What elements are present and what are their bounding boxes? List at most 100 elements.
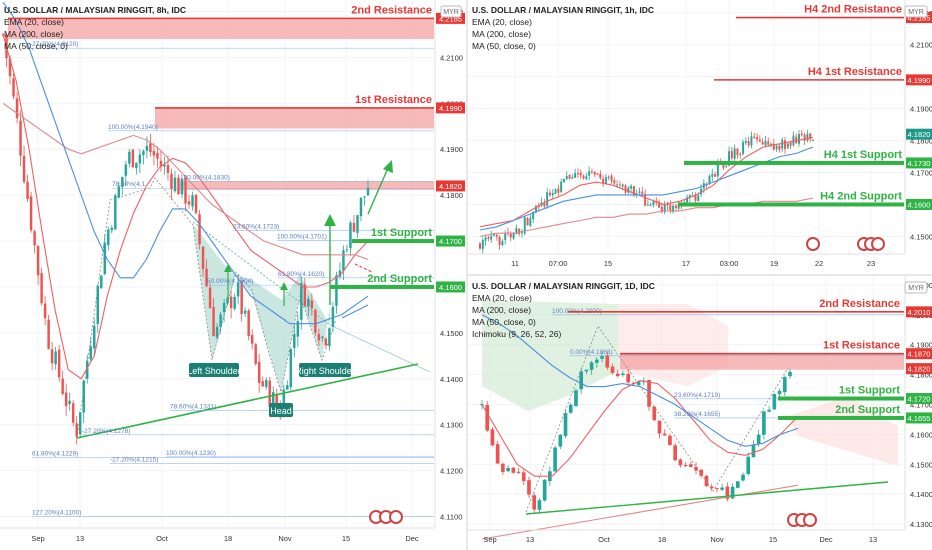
chart-panel-1d[interactable]: 100.00%(4.2000)0.00%(4.1863)23.60%(4.171… — [468, 276, 932, 550]
candle-body — [553, 447, 557, 472]
fib-label: 100.00%(4.1230) — [166, 450, 216, 457]
candle-body — [166, 164, 170, 173]
x-tick-label: 13 — [869, 535, 877, 544]
candle-body — [201, 246, 205, 269]
y-tick-label: 4.1900 — [910, 341, 932, 350]
level-label: 1st Support — [839, 385, 900, 397]
candle-body — [516, 471, 521, 473]
price-tag-text: 4.1655 — [908, 414, 931, 423]
level-label: 2nd Support — [367, 273, 432, 285]
level-label: 2nd Support — [835, 404, 900, 416]
candle-body — [229, 296, 233, 309]
candle-body — [532, 211, 535, 220]
candle-body — [50, 349, 54, 364]
candle-body — [226, 297, 229, 304]
candle-body — [205, 268, 208, 287]
chart-panel-1h[interactable]: H4 2nd Resistance H4 1st Resistance H4 1st… — [468, 0, 932, 274]
y-tick-label: 4.1400 — [440, 375, 463, 384]
candle-body — [511, 467, 516, 473]
candle-body — [159, 160, 163, 166]
candle-body — [590, 171, 593, 173]
candle-body — [68, 400, 71, 405]
x-tick-label: 03:00 — [720, 259, 739, 268]
candle-body — [15, 98, 19, 119]
level-label: H4 2nd Support — [820, 190, 902, 202]
neck-red-dash — [354, 263, 373, 273]
candle-body — [778, 145, 781, 150]
resistance-zone — [8, 18, 434, 40]
candle-body — [495, 234, 498, 237]
candle-body — [697, 195, 700, 202]
x-tick-label: 22 — [815, 259, 823, 268]
support-line — [684, 160, 904, 165]
candle-body — [585, 176, 588, 180]
candle-body — [272, 392, 275, 407]
chart-1h-svg[interactable]: H4 2nd Resistance H4 1st Resistance H4 1st… — [468, 0, 932, 274]
price-tag-text: 4.1730 — [908, 159, 931, 168]
level-label: 1st Resistance — [823, 340, 900, 352]
candle-body — [286, 385, 289, 390]
price-tag-text: 4.1990 — [908, 76, 931, 85]
candle-body — [613, 180, 616, 184]
candle-body — [501, 241, 504, 246]
candle-body — [554, 189, 557, 194]
candle-body — [756, 137, 759, 140]
candle-body — [131, 149, 135, 168]
price-tag — [906, 12, 932, 24]
x-tick-label: 17 — [682, 259, 690, 268]
candle-body — [314, 309, 317, 333]
support-line — [352, 239, 434, 244]
candle-body — [565, 176, 568, 180]
x-tick-label: Sep — [483, 535, 496, 544]
candle-body — [621, 184, 624, 187]
candle-body — [349, 222, 352, 249]
candle-body — [571, 177, 574, 179]
candle-body — [576, 173, 579, 175]
candle-body — [560, 181, 563, 192]
chart-panel-8h[interactable]: -27.20%(4.2120) 100.00%(4.1940) 100.00%(4.… — [0, 0, 466, 550]
candle-body — [688, 464, 693, 468]
candle-body — [582, 175, 585, 179]
level-label: 1st Support — [371, 227, 432, 239]
candle-body — [191, 195, 194, 207]
candle-body — [709, 486, 714, 489]
candle-body — [736, 148, 739, 156]
x-tick-label: Nov — [710, 535, 724, 544]
candle-body — [307, 298, 310, 307]
up-arrow-line-2 — [367, 167, 389, 215]
candle-body — [61, 378, 64, 394]
chart-1d-title: U.S. DOLLAR / MALAYSIAN RINGGIT, 1D, IDC — [472, 281, 655, 291]
indicator-ma50: MA (50, close, 0) — [4, 41, 68, 51]
candle-body — [26, 181, 29, 199]
left-shoulder-badge — [189, 363, 239, 377]
candle-body — [568, 404, 573, 413]
neckline-extension — [329, 324, 431, 373]
pattern-zigzag — [76, 177, 337, 439]
candle-body — [795, 136, 798, 144]
price-tag — [906, 363, 932, 375]
candle-body — [117, 186, 121, 198]
x-tick-label: 15 — [769, 535, 777, 544]
candle-body — [128, 151, 131, 164]
candle-body — [715, 488, 719, 490]
candle-body — [725, 486, 730, 499]
price-tag-text: 4.1990 — [439, 104, 462, 113]
level-label: H4 1st Resistance — [808, 66, 902, 78]
x-tick-label: Dec — [819, 535, 833, 544]
us-flag-icon — [389, 510, 403, 524]
candle-body — [509, 233, 512, 238]
panel-divider — [466, 0, 468, 550]
chart-8h-svg[interactable]: -27.20%(4.2120) 100.00%(4.1940) 100.00%(4.… — [0, 0, 466, 550]
candle-body — [208, 287, 212, 309]
chart-1d-svg[interactable]: 100.00%(4.2000)0.00%(4.1863)23.60%(4.171… — [468, 276, 932, 550]
candle-body — [537, 500, 542, 510]
candle-body — [798, 134, 800, 144]
price-tag — [906, 128, 932, 140]
y-tick-label: 4.1800 — [440, 191, 463, 200]
y-tick-label: 4.1900 — [910, 105, 932, 114]
candle-body — [317, 333, 321, 341]
fib-label: 61.80%(4.1620) — [278, 271, 324, 278]
candle-body — [512, 233, 515, 239]
candle-body — [156, 152, 159, 159]
candle-body — [602, 178, 605, 184]
